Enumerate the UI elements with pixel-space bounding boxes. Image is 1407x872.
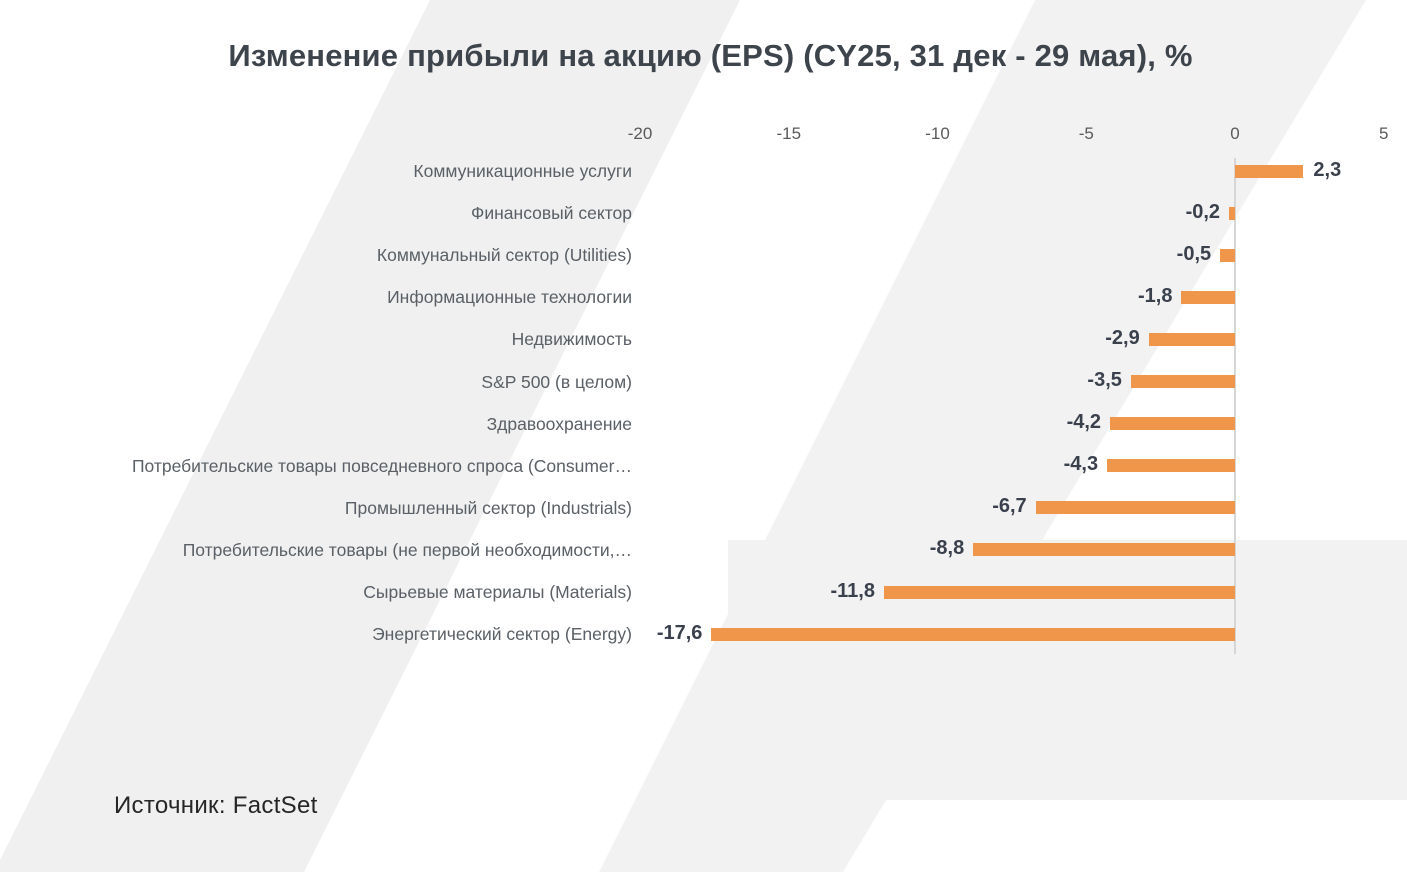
value-label: -4,3 bbox=[1063, 453, 1099, 476]
value-label: -8,8 bbox=[929, 537, 965, 560]
source-note: Источник: FactSet bbox=[114, 792, 318, 819]
bar bbox=[1035, 501, 1235, 515]
category-label: Здравоохранение bbox=[486, 413, 632, 434]
bar bbox=[1110, 417, 1235, 431]
bar bbox=[1235, 164, 1304, 178]
value-label: -1,8 bbox=[1137, 284, 1173, 307]
x-axis-tick-label: 0 bbox=[1230, 124, 1240, 143]
category-label: Финансовый сектор bbox=[471, 203, 632, 224]
value-label: -6,7 bbox=[992, 495, 1027, 518]
zero-axis-line bbox=[1234, 158, 1236, 654]
bar bbox=[883, 585, 1235, 599]
bar bbox=[711, 627, 1235, 641]
value-label: -3,5 bbox=[1087, 369, 1122, 391]
value-label: -2,9 bbox=[1105, 326, 1140, 349]
x-axis-tick-label: -15 bbox=[776, 124, 802, 143]
category-label: Недвижимость bbox=[511, 329, 632, 350]
category-label: Коммуникационные услуги bbox=[413, 161, 632, 181]
category-label: Сырьевые материалы (Materials) bbox=[363, 582, 632, 602]
value-label: -0,2 bbox=[1185, 200, 1221, 223]
x-axis-tick-label: -10 bbox=[925, 124, 950, 143]
category-label: Информационные технологии bbox=[387, 287, 632, 308]
value-label: 2,3 bbox=[1313, 158, 1342, 181]
category-label: Промышленный сектор (Industrials) bbox=[344, 497, 632, 518]
bar bbox=[973, 543, 1235, 557]
bar bbox=[1229, 206, 1235, 220]
category-label: Потребительские товары повседневного спр… bbox=[131, 455, 632, 476]
category-label: Коммунальный сектор (Utilities) bbox=[376, 245, 632, 266]
x-axis-tick-label: -5 bbox=[1078, 124, 1094, 143]
bar bbox=[1220, 248, 1235, 262]
x-axis-tick-label: 5 bbox=[1379, 124, 1389, 143]
x-axis-tick-label: -20 bbox=[627, 124, 653, 143]
chart-title: Изменение прибыли на акцию (EPS) (CY25, … bbox=[228, 38, 1193, 73]
bar bbox=[1130, 375, 1235, 388]
value-label: -11,8 bbox=[830, 579, 875, 602]
category-label: Энергетический сектор (Energy) bbox=[372, 624, 632, 645]
bar bbox=[1181, 290, 1235, 304]
value-label: -0,5 bbox=[1176, 242, 1212, 265]
category-label: Потребительские товары (не первой необхо… bbox=[182, 539, 632, 560]
value-label: -17,6 bbox=[656, 621, 703, 644]
bar bbox=[1148, 332, 1235, 346]
value-label: -4,2 bbox=[1066, 411, 1102, 434]
category-label: S&P 500 (в целом) bbox=[481, 371, 632, 392]
bar bbox=[1107, 459, 1235, 473]
